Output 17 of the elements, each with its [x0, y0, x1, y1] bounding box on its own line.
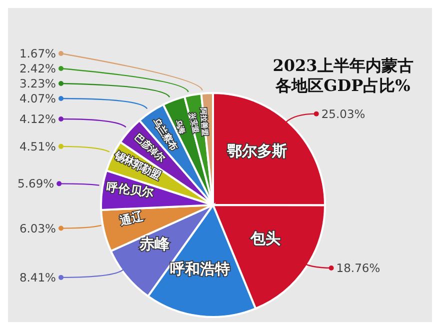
data-label: 25.03%: [321, 106, 366, 121]
slice-label: 鄂尔多斯: [227, 142, 288, 160]
data-label: 1.67%: [19, 46, 56, 60]
data-label: 18.76%: [336, 261, 380, 275]
data-label: 6.03%: [19, 221, 56, 236]
slice-label: 通辽: [117, 208, 146, 228]
data-label: 5.69%: [18, 176, 54, 191]
text: 2023上半年内蒙古各地区GDP占比%: [272, 56, 414, 96]
data-label: 8.41%: [19, 270, 56, 284]
data-label: 4.07%: [19, 91, 56, 106]
slice-label: 呼和浩特: [170, 260, 230, 278]
slice-label: 赤峰: [138, 235, 170, 254]
data-label: 2.42%: [19, 61, 56, 76]
slice-label: 包头: [250, 230, 281, 248]
data-label: 3.23%: [19, 76, 56, 90]
data-label: 4.51%: [19, 139, 56, 154]
data-label: 4.12%: [19, 112, 56, 126]
